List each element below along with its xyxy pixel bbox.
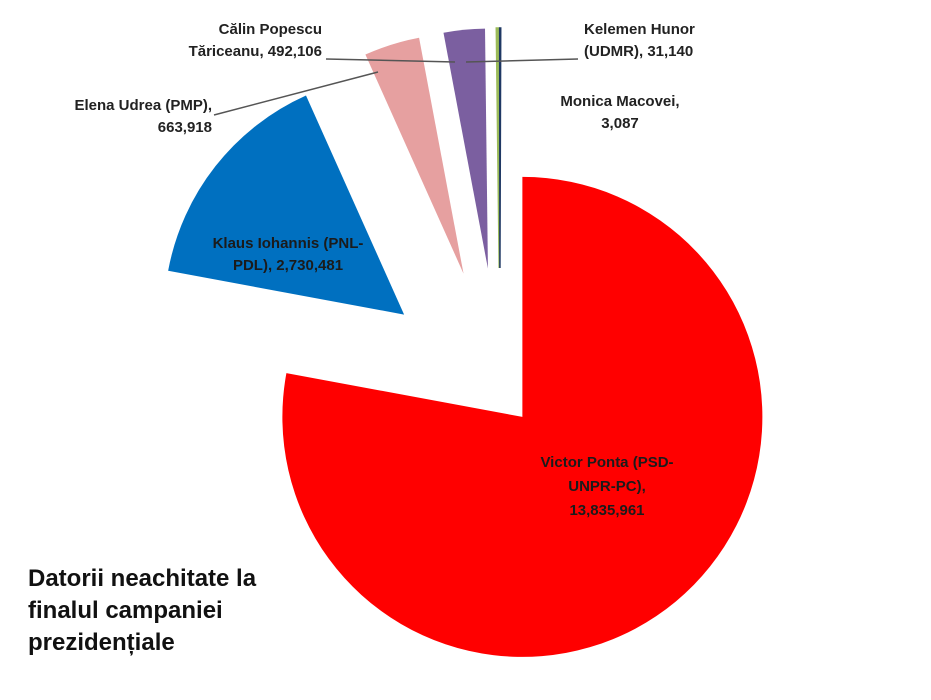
pie-slice-6 (498, 27, 502, 269)
slice-label-1-line-2: UNPR-PC), (568, 478, 646, 495)
slice-label-6-line-2: 3,087 (601, 115, 639, 132)
chart-caption: Datorii neachitate la finalul campaniei … (28, 563, 328, 659)
slice-label-1: Victor Ponta (PSD- UNPR-PC), 13,835,961 (540, 454, 673, 519)
slice-label-3: Elena Udrea (PMP), 663,918 (74, 97, 212, 136)
slice-label-3-line-1: Elena Udrea (PMP), (74, 97, 212, 114)
leader-line-5 (465, 58, 579, 63)
slice-label-2-line-1: Klaus Iohannis (PNL- (213, 235, 364, 252)
slice-label-5: Kelemen Hunor (UDMR), 31,140 (584, 21, 695, 60)
slice-label-4-line-1: Călin Popescu (219, 21, 322, 38)
pie-slice-4 (443, 28, 488, 269)
caption-line-3: prezidențiale (28, 629, 175, 656)
slice-label-2-line-2: PDL), 2,730,481 (233, 257, 343, 274)
pie-slice-5 (495, 27, 500, 269)
slice-label-5-line-1: Kelemen Hunor (584, 21, 695, 38)
pie-slice-1 (282, 176, 763, 657)
pie-slice-3 (365, 37, 464, 274)
slice-label-6-line-1: Monica Macovei, (560, 93, 679, 110)
slice-label-1-line-1: Victor Ponta (PSD- (540, 454, 673, 471)
pie-slice-2 (168, 95, 405, 315)
slice-label-4: Călin Popescu Tăriceanu, 492,106 (189, 21, 322, 60)
slice-label-3-line-2: 663,918 (158, 119, 212, 136)
caption-line-2: finalul campaniei (28, 597, 223, 624)
caption-line-1: Datorii neachitate la (28, 565, 257, 592)
slice-label-1-line-3: 13,835,961 (569, 502, 644, 519)
leader-line-3 (213, 71, 379, 116)
slice-label-6: Monica Macovei, 3,087 (560, 93, 679, 132)
leader-line-4 (325, 58, 456, 63)
slice-label-2: Klaus Iohannis (PNL- PDL), 2,730,481 (213, 235, 364, 274)
slice-label-5-line-2: (UDMR), 31,140 (584, 43, 693, 60)
slice-label-4-line-2: Tăriceanu, 492,106 (189, 43, 322, 60)
